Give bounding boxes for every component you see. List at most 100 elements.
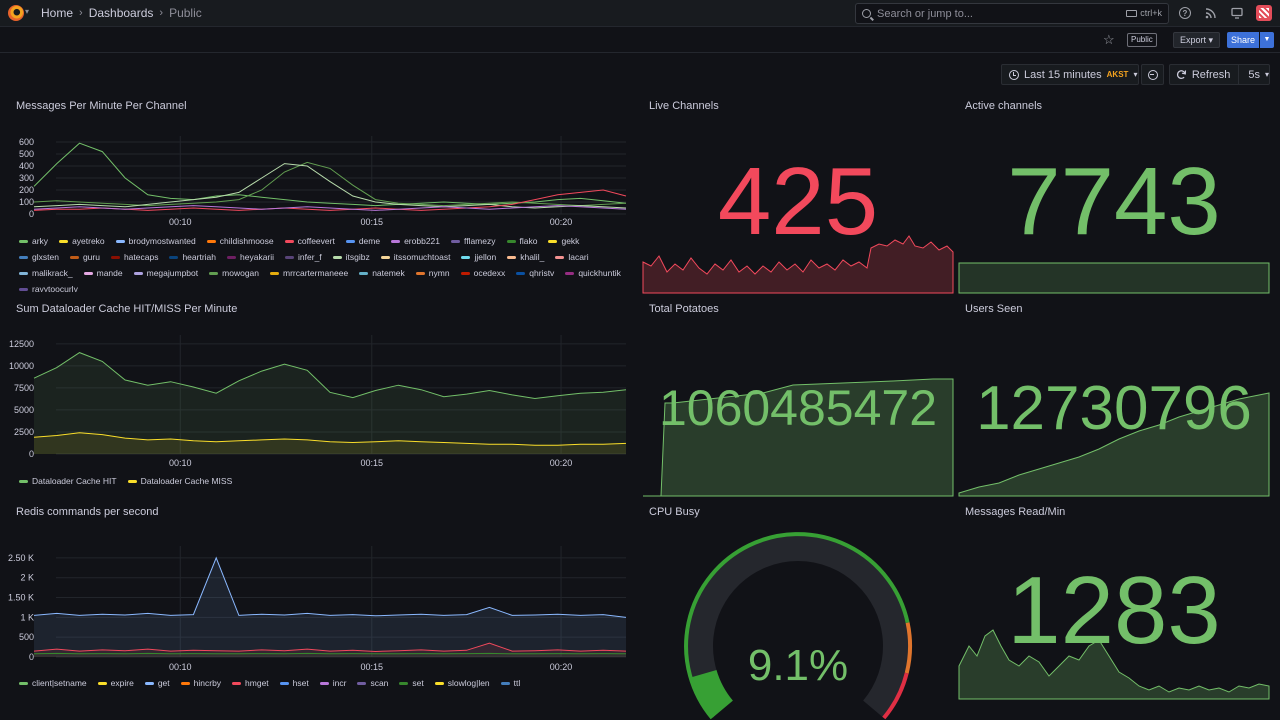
redis-area-chart[interactable]: 0 500 1 K 1.50 K 2 K 2.50 K 00:10 00:15 00:20 (8, 536, 628, 676)
series-line[interactable] (33, 142, 627, 207)
time-range-picker[interactable]: Last 15 minutes AKST ▾ (1001, 64, 1139, 85)
star-icon[interactable]: ☆ (1103, 32, 1115, 47)
legend-swatch (19, 255, 28, 259)
help-icon[interactable]: ? (1179, 7, 1191, 19)
legend-item[interactable]: nymn (415, 267, 450, 279)
legend-swatch (144, 681, 154, 685)
legend-label: expire (110, 678, 134, 688)
legend-item[interactable]: erobb221 (391, 235, 440, 247)
y-tick-label: 1.50 K (8, 593, 34, 603)
y-tick-label: 600 (19, 137, 34, 147)
legend-item[interactable]: childishmoose (206, 235, 274, 247)
zoom-out-button[interactable] (1141, 64, 1164, 85)
legend-item[interactable]: ayetreko (59, 235, 105, 247)
gauge-threshold-red (882, 672, 909, 720)
legend-label: malikrack_ (32, 268, 73, 278)
legend-item[interactable]: client|setname (19, 677, 87, 689)
refresh-interval[interactable]: 5s (1248, 68, 1260, 81)
legend-item[interactable]: hincrby (180, 677, 221, 689)
legend-label: mrrcartermaneee (283, 268, 349, 278)
legend-item[interactable]: incr (319, 677, 346, 689)
legend-item[interactable]: guru (69, 251, 100, 263)
legend-item[interactable]: infer_f (285, 251, 322, 263)
legend-item[interactable]: khalil_ (507, 251, 544, 263)
series-line[interactable] (33, 161, 627, 207)
grafana-logo-icon[interactable] (8, 5, 24, 21)
legend-item[interactable]: malikrack_ (19, 267, 73, 279)
legend-item[interactable]: itssomuchtoast (380, 251, 450, 263)
legend-item[interactable]: hset (279, 677, 309, 689)
legend-item[interactable]: lacari (555, 251, 589, 263)
panel-messages-per-minute: Messages Per Minute Per Channel 0 100 200 3… (16, 100, 628, 292)
refresh-icon (1176, 70, 1187, 80)
legend-item[interactable]: itsgibz (332, 251, 370, 263)
legend-item[interactable]: get (144, 677, 170, 689)
chevron-down-icon: ▾ (1133, 70, 1138, 79)
chart-legend: client|setname expire get hincrby hmget hset i… (19, 677, 625, 693)
y-tick-label: 2500 (14, 427, 34, 437)
legend-item[interactable]: hatecaps (110, 251, 158, 263)
y-tick-label: 0 (29, 209, 34, 219)
legend-item[interactable]: mowogan (209, 267, 259, 279)
series-line[interactable] (33, 189, 627, 211)
legend-item[interactable]: gekk (548, 235, 579, 247)
user-avatar[interactable] (1256, 5, 1272, 21)
y-tick-label: 500 (19, 149, 34, 159)
legend-item[interactable]: hmget (232, 677, 269, 689)
search-input[interactable]: Search or jump to... ctrl+k (855, 3, 1169, 24)
top-nav-bar: ▾ Home › Dashboards › Public Search or j… (0, 0, 1280, 27)
cache-area-chart[interactable]: 0 2500 5000 7500 10000 12500 00:10 00:15 00:20 (9, 328, 628, 473)
series-line[interactable] (33, 205, 627, 211)
legend-item[interactable]: megajumpbot (133, 267, 198, 279)
legend-swatch (133, 271, 143, 275)
legend-item[interactable]: jjellon (461, 251, 496, 263)
legend-item[interactable]: expire (97, 677, 134, 689)
series-line[interactable] (33, 556, 627, 618)
legend-swatch (434, 681, 444, 685)
legend-item[interactable]: fflamezy (451, 235, 496, 247)
legend-label: deme (358, 236, 381, 246)
chevron-down-icon[interactable]: ▾ (1264, 70, 1269, 79)
share-button[interactable]: Share (1227, 32, 1259, 48)
legend-item[interactable]: mande (83, 267, 123, 279)
legend-item[interactable]: mrrcartermaneee (270, 267, 348, 279)
legend-item[interactable]: qhristv (516, 267, 554, 279)
legend-swatch (461, 255, 471, 259)
series-line[interactable] (33, 352, 627, 400)
legend-item[interactable]: glxsten (19, 251, 59, 263)
legend-item[interactable]: slowlog|len (434, 677, 490, 689)
legend-item[interactable]: quickhuntik (565, 267, 621, 279)
chevron-down-icon[interactable]: ▾ (25, 7, 30, 16)
legend-item[interactable]: ocedexx (460, 267, 505, 279)
dashboard-toolbar (0, 27, 1280, 53)
legend-item[interactable]: ttl (500, 677, 520, 689)
legend-swatch (380, 255, 390, 259)
news-rss-icon[interactable] (1205, 7, 1217, 19)
chevron-right-icon: › (79, 7, 83, 19)
legend-item[interactable]: scan (357, 677, 388, 689)
legend-item[interactable]: arky (19, 235, 48, 247)
legend-item[interactable]: coffeevert (284, 235, 335, 247)
legend-item[interactable]: brodymostwanted (115, 235, 196, 247)
legend-item[interactable]: flako (506, 235, 537, 247)
monitor-icon[interactable] (1231, 7, 1243, 19)
share-dropdown-chevron-icon[interactable]: ▼ (1260, 32, 1274, 48)
series-line[interactable] (33, 432, 627, 446)
breadcrumb-home[interactable]: Home (41, 6, 74, 20)
export-button[interactable]: Export ▾ (1173, 32, 1221, 48)
legend-item[interactable]: heyakarii (227, 251, 274, 263)
legend-item[interactable]: rayytoocurly (19, 283, 78, 292)
refresh-button[interactable]: Refresh 5s ▾ (1169, 64, 1270, 85)
messages-line-chart[interactable]: 0 100 200 300 400 500 600 00:10 00:15 00:20 (16, 128, 628, 228)
legend-item[interactable]: natemek (359, 267, 405, 279)
legend-item[interactable]: set (399, 677, 424, 689)
legend-item[interactable]: Dataloader Cache MISS (127, 475, 232, 487)
legend-item[interactable]: deme (345, 235, 381, 247)
legend-item[interactable]: Dataloader Cache HIT (19, 475, 117, 487)
legend-label: lacari (568, 252, 589, 262)
y-tick-label: 500 (19, 632, 34, 642)
series-line[interactable] (33, 642, 627, 653)
legend-item[interactable]: heartriah (169, 251, 216, 263)
breadcrumb-dashboards[interactable]: Dashboards (88, 6, 154, 20)
panel-title: CPU Busy (649, 506, 700, 518)
